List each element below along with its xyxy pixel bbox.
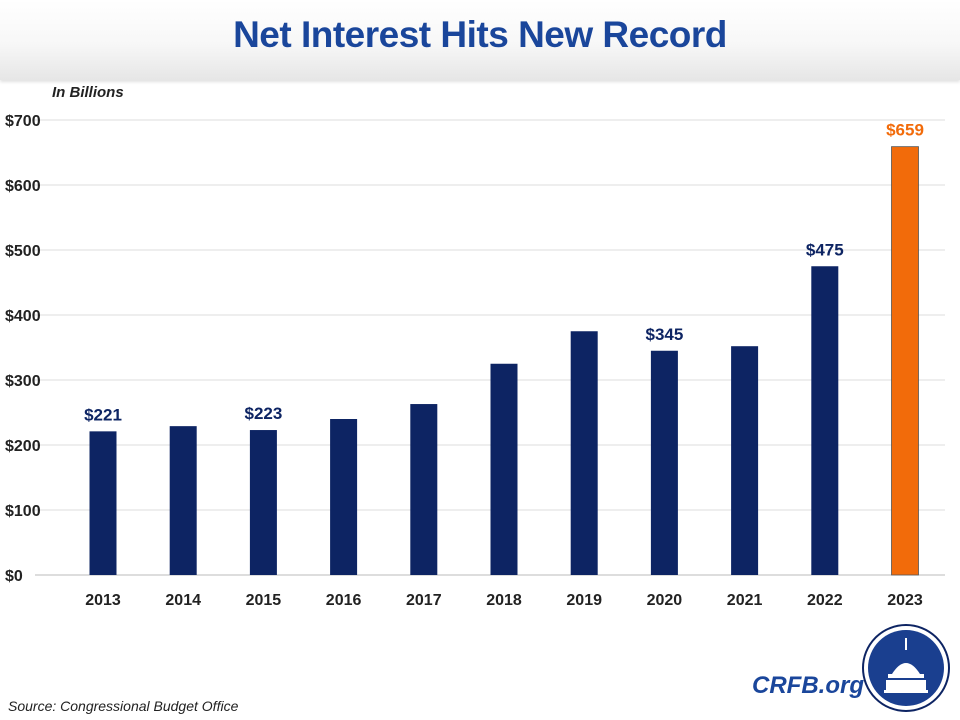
bar-2018 (490, 363, 518, 575)
x-tick-label: 2017 (406, 592, 442, 609)
data-label-2022: $475 (806, 240, 844, 259)
data-label-2023: $659 (886, 121, 924, 140)
brand-link[interactable]: CRFB.org (752, 672, 864, 699)
chart-title: Net Interest Hits New Record (233, 14, 727, 55)
y-tick-label: $0 (5, 568, 23, 585)
bar-2023 (891, 146, 919, 576)
data-label-2013: $221 (84, 405, 122, 424)
bar-2014 (169, 426, 197, 575)
y-tick-label: $100 (5, 503, 41, 520)
x-tick-label: 2022 (807, 592, 843, 609)
data-label-2015: $223 (244, 404, 282, 423)
bar-2020 (650, 350, 678, 575)
bar-2017 (410, 404, 438, 575)
capitol-dome-seal-icon (862, 624, 950, 712)
y-axis-unit-label: In Billions (52, 84, 124, 101)
y-tick-label: $600 (5, 178, 41, 195)
source-note: Source: Congressional Budget Office (8, 698, 239, 714)
y-tick-label: $700 (5, 113, 41, 130)
x-tick-label: 2020 (647, 592, 683, 609)
title-banner (0, 0, 960, 80)
bar-2015 (249, 430, 277, 575)
bar-2019 (570, 331, 598, 575)
x-tick-label: 2018 (486, 592, 522, 609)
y-tick-label: $200 (5, 438, 41, 455)
bar-2013 (89, 431, 117, 575)
x-tick-label: 2019 (566, 592, 602, 609)
x-tick-label: 2015 (246, 592, 282, 609)
x-tick-label: 2016 (326, 592, 362, 609)
x-tick-label: 2013 (85, 592, 121, 609)
x-tick-label: 2023 (887, 592, 923, 609)
bar-2021 (731, 346, 759, 575)
bar-2022 (811, 266, 839, 575)
data-label-2020: $345 (645, 325, 683, 344)
y-tick-label: $300 (5, 373, 41, 390)
y-tick-label: $400 (5, 308, 41, 325)
x-tick-label: 2021 (727, 592, 763, 609)
x-tick-label: 2014 (165, 592, 201, 609)
y-tick-label: $500 (5, 243, 41, 260)
bar-2016 (330, 419, 358, 575)
